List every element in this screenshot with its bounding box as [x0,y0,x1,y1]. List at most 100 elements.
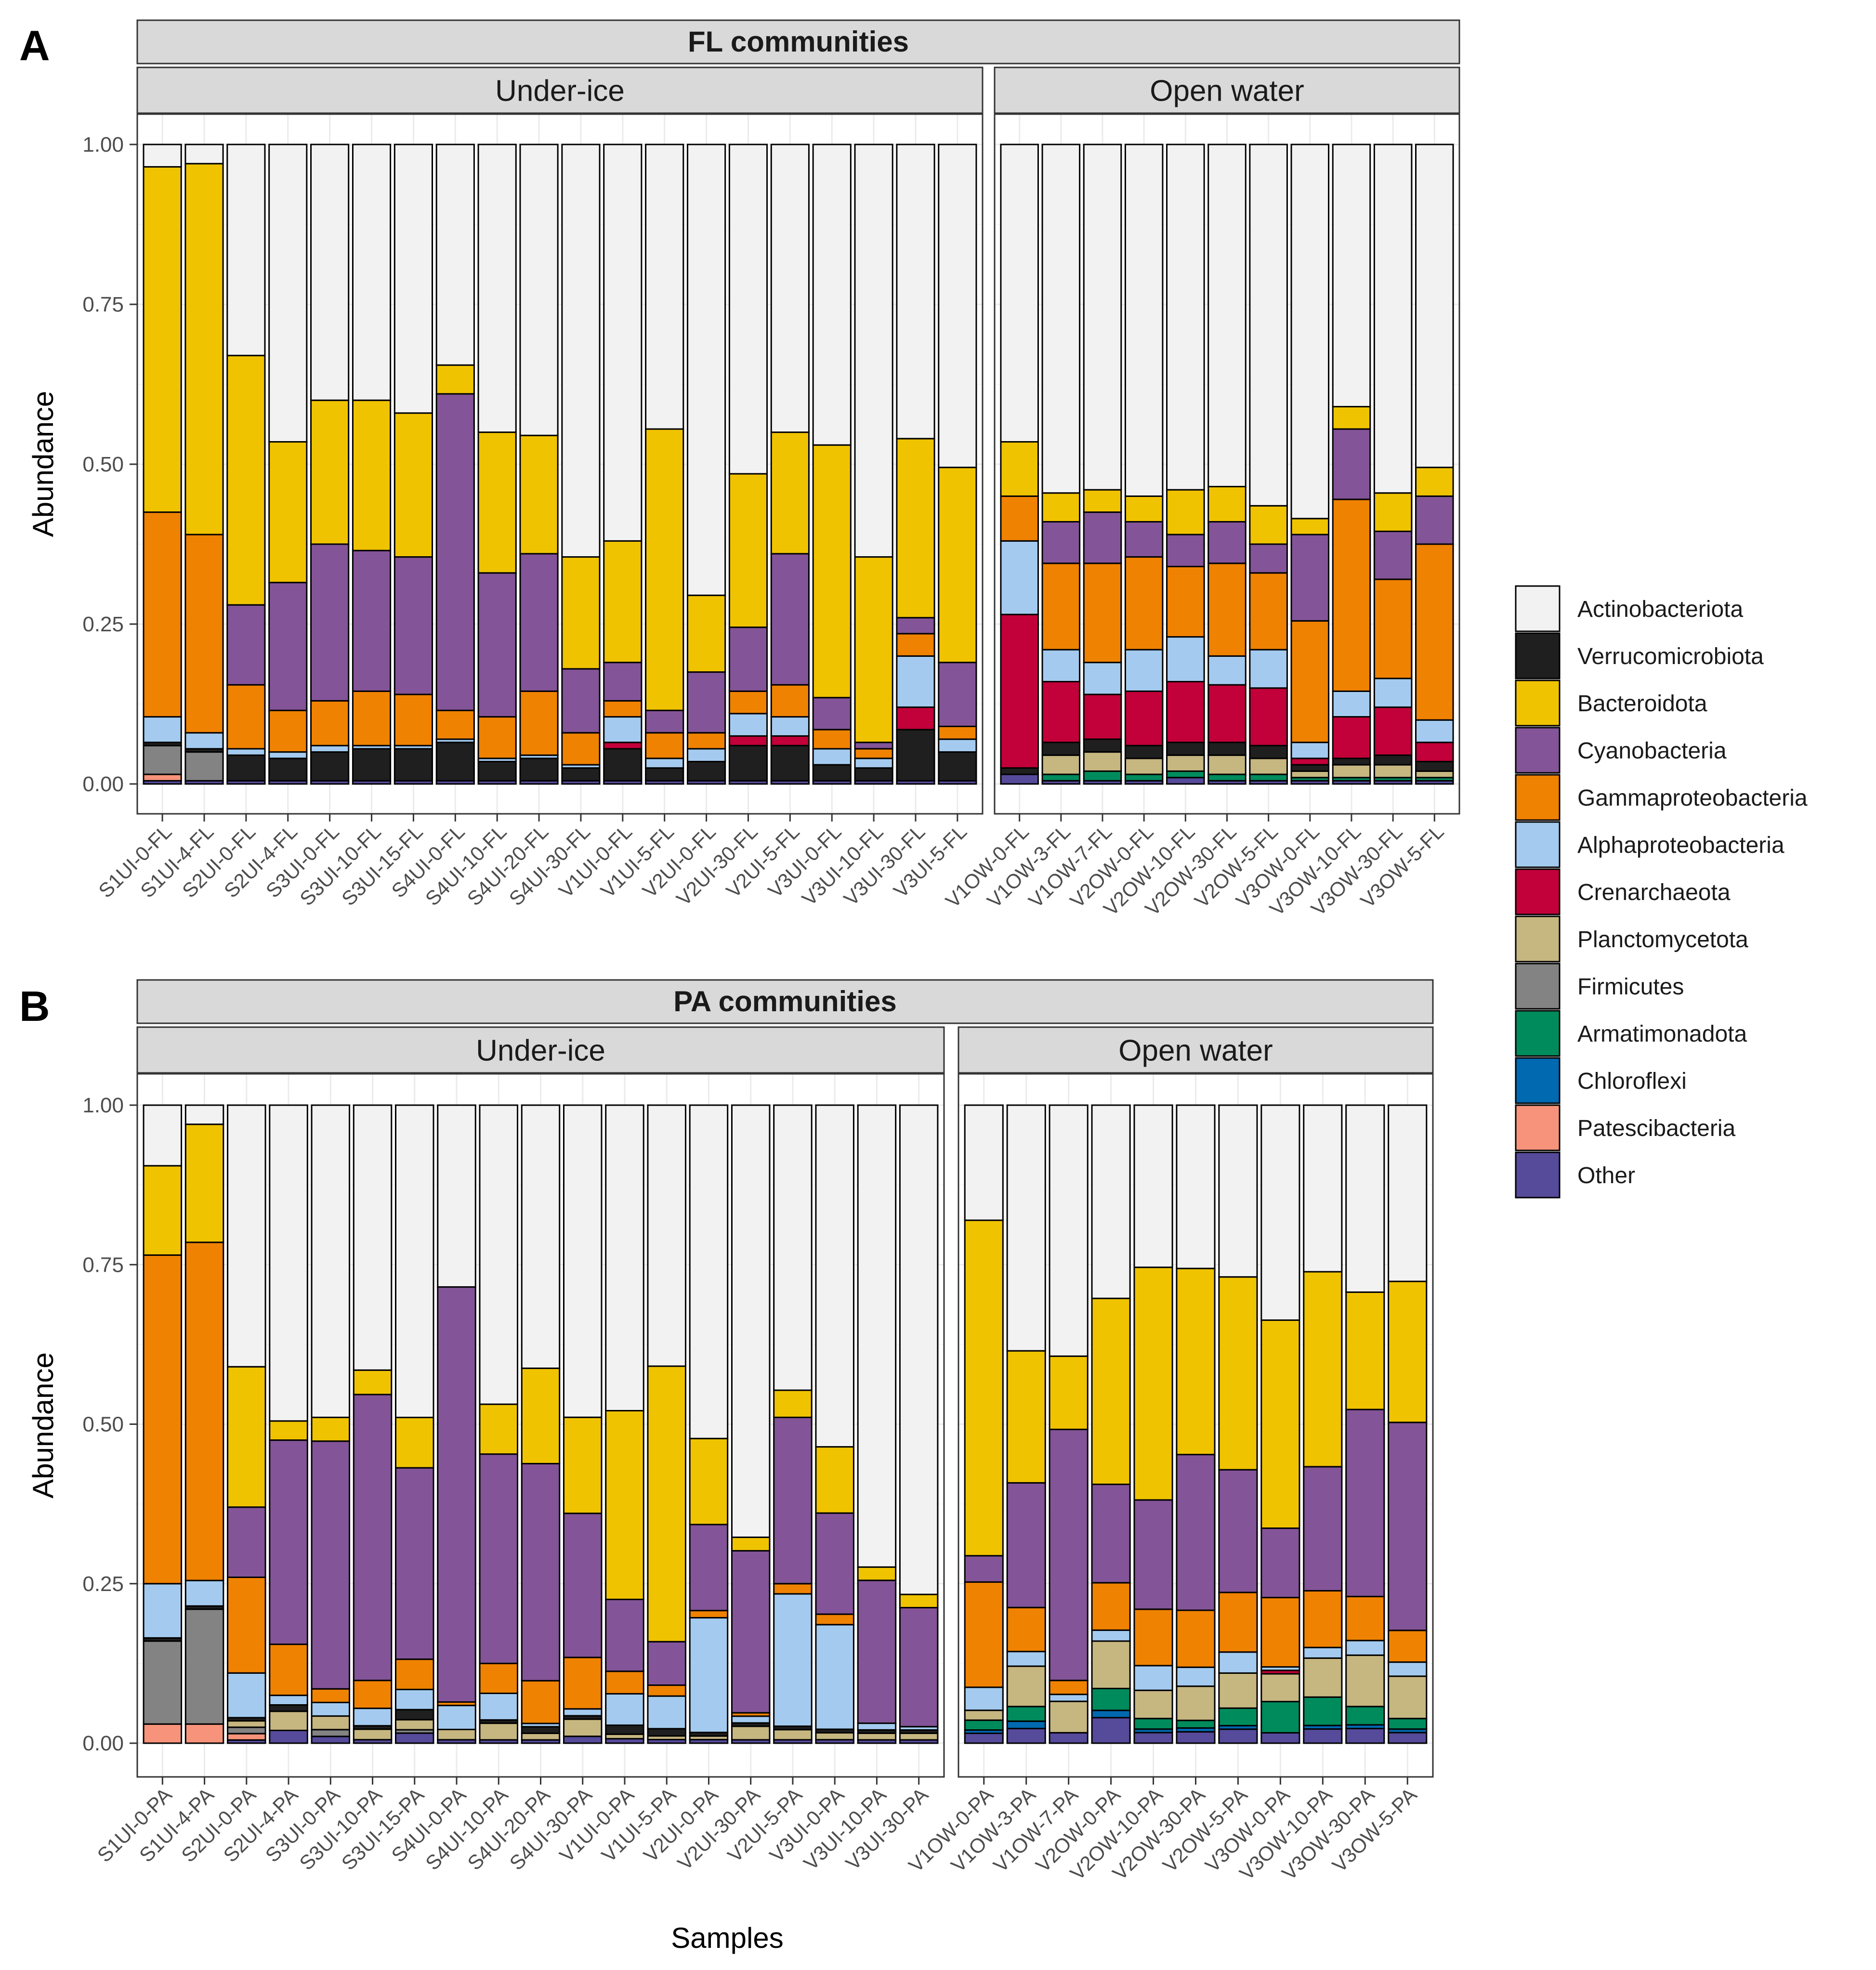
bar-V1OW-0-FL [1000,144,1039,785]
legend-swatch [1515,1151,1561,1199]
bar-segment-armatimonadota [1218,1707,1258,1727]
bar-segment-armatimonadota [1176,1720,1216,1729]
bar-segment-gammaproteobacteria [1345,1595,1385,1642]
bar-segment-firmicutes [143,1640,183,1725]
bar-V3OW-30-FL [1373,144,1413,785]
bar-segment-bacteroidota [479,1403,519,1455]
legend-swatch [1515,868,1561,915]
facet-label: Under-ice [495,75,625,108]
legend: Actinobacteriota Verrucomicrobiota Bactero… [1515,585,1808,1199]
bar-segment-bacteroidota [1124,495,1164,523]
bar-segment-actinobacteriota [1000,144,1039,443]
bar-S1UI-4-PA [184,1104,224,1744]
bar-segment-actinobacteriota [896,144,935,440]
legend-swatch [1515,585,1561,632]
bar-segment-firmicutes [184,751,224,782]
bar-segment-verrucomicrobiota [686,761,726,782]
bar-segment-bacteroidota [1345,1291,1385,1410]
bar-segment-actinobacteriota [773,1104,813,1391]
legend-label: Alphaproteobacteria [1577,833,1784,858]
facet-strip [994,66,1460,114]
panel-a: A FL communities 0.00 0.25 0.50 0.75 1.00 Abund… [19,19,1460,920]
bar-segment-crenarchaeota [770,735,810,746]
bar-segment-verrucomicrobiota [603,748,643,782]
panel-title-strip [136,979,1434,1024]
bar-segment-planctomycetota [815,1732,854,1741]
bar-segment-bacteroidota [1000,441,1039,497]
bar-segment-cyanobacteria [1049,1428,1089,1682]
bar-segment-planctomycetota [964,1709,1004,1721]
bar-segment-alphaproteobacteria [1041,649,1081,683]
bar-segment-cyanobacteria [1083,511,1122,564]
bar-segment-other [1260,1732,1300,1744]
bar-S1UI-0-FL [143,144,182,785]
bar-segment-gammaproteobacteria [1207,562,1246,657]
legend-item-actinobacteriota: Actinobacteriota [1515,585,1744,632]
bar-segment-verrucomicrobiota [519,757,559,782]
bar-segment-gammaproteobacteria [1373,578,1413,679]
bar-segment-other [395,1732,434,1744]
bar-segment-bacteroidota [1133,1266,1173,1501]
bar-segment-other [1166,777,1205,785]
bar-V1OW-0-PA [964,1104,1004,1744]
bar-segment-armatimonadota [1345,1706,1385,1726]
bar-segment-cyanobacteria [686,671,726,734]
bar-segment-gammaproteobacteria [812,729,852,750]
bar-segment-actinobacteriota [519,144,559,436]
bar-segment-actinobacteriota [352,144,392,401]
bar-segment-cyanobacteria [269,1439,308,1645]
bar-segment-cyanobacteria [352,549,392,692]
bar-segment-alphaproteobacteria [645,757,684,769]
bar-segment-other [1000,773,1039,785]
bar-segment-bacteroidota [938,467,977,664]
bar-segment-bacteroidota [1176,1267,1216,1456]
bar-segment-verrucomicrobiota [605,1724,644,1735]
bar-segment-cyanobacteria [1124,521,1164,558]
bar-segment-cyanobacteria [857,1579,897,1724]
plot-border [958,1073,1434,1778]
bar-segment-alphaproteobacteria [689,1617,729,1734]
bar-segment-bacteroidota [395,1417,434,1469]
y-tick-label: 0.75 [82,1253,124,1277]
bar-segment-cyanobacteria [899,1607,939,1728]
bar-segment-firmicutes [184,1608,224,1725]
bar-S3UI-10-FL [352,144,392,785]
bar-segment-bacteroidota [521,1367,561,1464]
bar-segment-crenarchaeota [1000,613,1039,769]
bar-segment-crenarchaeota [1166,681,1205,744]
bar-segment-cyanobacteria [227,1506,266,1578]
bar-segment-alphaproteobacteria [1345,1640,1385,1656]
y-tick-label: 0.50 [82,453,124,476]
bar-V1UI-0-FL [603,144,643,785]
bar-segment-actinobacteriota [1249,144,1288,507]
bar-segment-verrucomicrobiota [854,767,893,782]
bar-V2OW-10-FL [1166,144,1205,785]
bar-segment-gammaproteobacteria [1260,1597,1300,1668]
bar-V3OW-0-FL [1290,144,1330,785]
bar-segment-alphaproteobacteria [227,1672,266,1719]
bar-V3OW-10-FL [1332,144,1371,785]
bar-segment-actinobacteriota [143,144,182,168]
bar-V2OW-10-PA [1133,1104,1173,1744]
bar-segment-gammaproteobacteria [563,1657,603,1710]
bar-segment-actinobacteriota [353,1104,393,1371]
bar-segment-gammaproteobacteria [854,748,893,759]
bar-segment-bacteroidota [1083,489,1122,513]
bar-segment-gammaproteobacteria [143,511,182,718]
bar-segment-gammaproteobacteria [395,1658,434,1690]
bar-segment-gammaproteobacteria [352,690,392,746]
bar-segment-planctomycetota [311,1715,351,1731]
bar-segment-actinobacteriota [857,1104,897,1568]
legend-label: Chloroflexi [1577,1069,1687,1094]
legend-item-crenarchaeota: Crenarchaeota [1515,868,1731,915]
bar-segment-gammaproteobacteria [226,684,266,750]
bar-V2UI-5-FL [770,144,810,785]
bar-segment-planctomycetota [731,1725,771,1741]
bar-segment-crenarchaeota [728,735,768,746]
bar-segment-bacteroidota [728,473,768,628]
bar-segment-verrucomicrobiota [1290,764,1330,772]
bar-segment-gammaproteobacteria [1041,562,1081,651]
bar-segment-verrucomicrobiota [395,1709,434,1721]
bar-segment-gammaproteobacteria [896,633,935,657]
bar-segment-alphaproteobacteria [1415,719,1454,744]
